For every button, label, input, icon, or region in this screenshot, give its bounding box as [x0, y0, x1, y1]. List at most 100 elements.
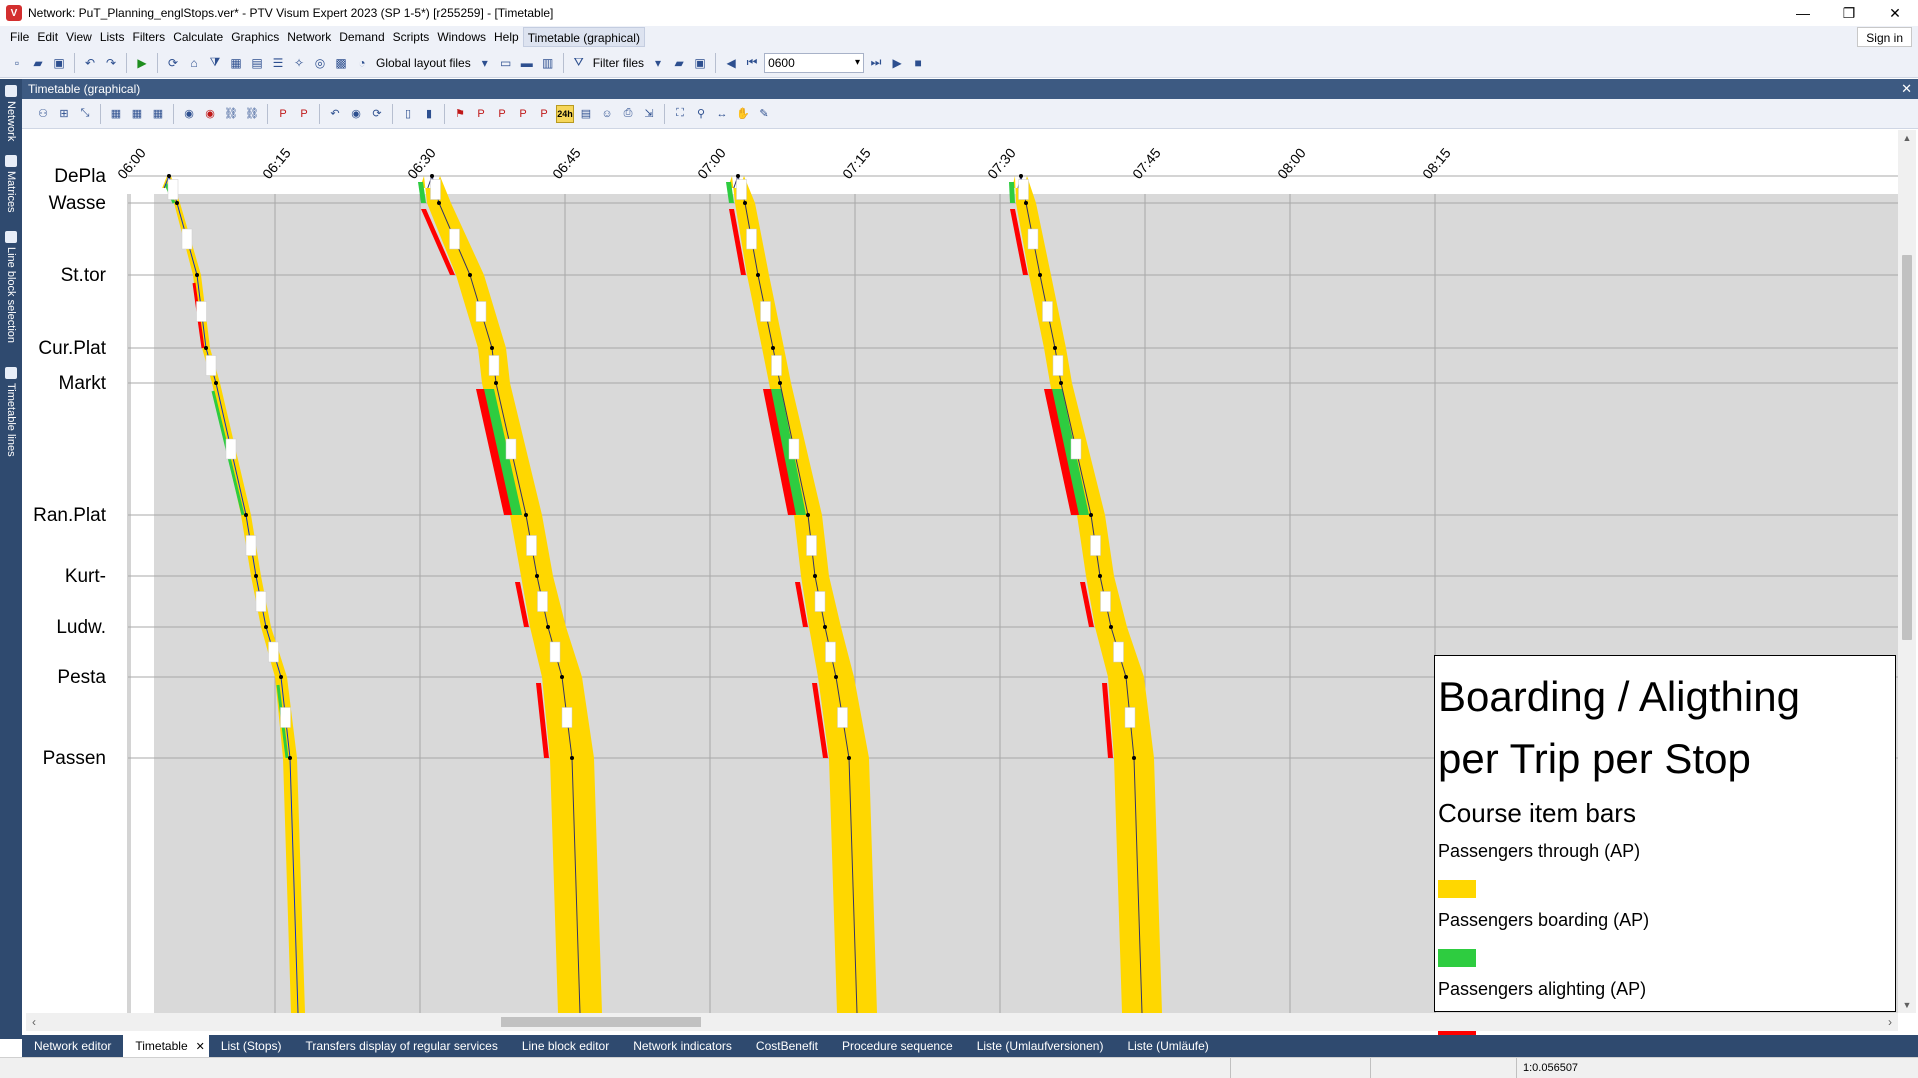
scroll-right-icon[interactable]: › — [1888, 1015, 1892, 1029]
vertical-scroll-thumb[interactable] — [1902, 255, 1912, 640]
menu-lists[interactable]: Lists — [99, 30, 125, 44]
pan-hand-icon[interactable]: ✋ — [736, 108, 750, 120]
menu-filters[interactable]: Filters — [132, 30, 166, 44]
tab-network-editor[interactable]: Network editor — [34, 1039, 112, 1053]
graphic-params-icon[interactable]: ▦ — [230, 55, 242, 70]
open-filter-icon[interactable]: ▰ — [674, 55, 684, 70]
menu-file[interactable]: File — [10, 30, 30, 44]
sign-in-button[interactable]: Sign in — [1857, 27, 1912, 47]
graph-icon[interactable]: ⤡ — [80, 107, 90, 119]
skip-back-icon[interactable]: ⏮ — [746, 55, 758, 69]
tab-network-indicators[interactable]: Network indicators — [633, 1039, 732, 1053]
home-icon[interactable]: ⌂ — [190, 55, 198, 70]
table-icon[interactable]: ▦ — [110, 108, 122, 120]
tab-liste-umlaufversionen[interactable]: Liste (Umlaufversionen) — [976, 1039, 1104, 1053]
trip[interactable] — [162, 174, 305, 1013]
close-button[interactable]: ✕ — [1889, 4, 1901, 21]
link-icon[interactable]: ⛓ — [224, 108, 238, 120]
filter-icon[interactable]: ⧩ — [209, 55, 221, 69]
skip-forward-icon[interactable]: ⏭ — [870, 55, 882, 69]
stop-icon[interactable]: ■ — [914, 55, 922, 70]
vehicle-4-icon[interactable]: P — [540, 107, 548, 120]
trip[interactable] — [726, 174, 877, 1013]
matrix-icon[interactable]: ▩ — [335, 55, 347, 70]
layout-3-icon[interactable]: ▥ — [542, 55, 554, 70]
binoculars-icon[interactable]: ⚇ — [38, 108, 48, 120]
add-icon[interactable]: ⊞ — [59, 108, 69, 120]
pages-icon[interactable]: ▮ — [425, 108, 433, 120]
marker-down-icon[interactable]: P — [300, 107, 308, 120]
filter-files-dropdown[interactable]: Filter files — [592, 55, 645, 70]
record-icon[interactable]: ◉ — [184, 108, 194, 120]
run-icon[interactable]: ▶ — [137, 55, 147, 70]
pencil-icon[interactable]: ✎ — [759, 108, 769, 120]
zoom-fit-icon[interactable]: ⛶ — [676, 107, 684, 119]
scroll-up-icon[interactable]: ▲ — [1902, 133, 1912, 143]
tab-transfers-display[interactable]: Transfers display of regular services — [305, 1039, 498, 1053]
print-icon[interactable]: ⎙ — [623, 107, 633, 119]
page-icon[interactable]: ▯ — [404, 108, 412, 120]
horizontal-scroll-thumb[interactable] — [501, 1017, 701, 1027]
tab-timetable[interactable]: Timetable ✕ — [123, 1035, 209, 1057]
menu-calculate[interactable]: Calculate — [173, 30, 224, 44]
layout-2-icon[interactable]: ▬ — [520, 55, 533, 70]
tools-icon[interactable]: ✧ — [293, 55, 305, 70]
refresh-icon[interactable]: ⟳ — [372, 108, 382, 120]
marker-up-icon[interactable]: P — [279, 107, 287, 120]
dock-tab-matrices[interactable]: Matrices — [2, 155, 20, 225]
time-combo[interactable]: 0600 — [764, 52, 865, 73]
dock-tab-timetable-lines[interactable]: Timetable lines — [2, 367, 20, 467]
menu-edit[interactable]: Edit — [37, 30, 59, 44]
table-3-icon[interactable]: ▦ — [152, 108, 164, 120]
24h-toggle[interactable]: 24h — [556, 104, 574, 123]
scroll-down-icon[interactable]: ▼ — [1902, 1000, 1912, 1010]
chart-icon[interactable]: ◔ — [358, 55, 366, 70]
tab-list-stops[interactable]: List (Stops) — [220, 1039, 282, 1053]
menu-windows[interactable]: Windows — [437, 30, 486, 44]
save-icon[interactable]: ▣ — [53, 55, 65, 70]
menu-scripts[interactable]: Scripts — [392, 30, 430, 44]
undo-view-icon[interactable]: ↶ — [330, 108, 340, 120]
tab-line-block-editor[interactable]: Line block editor — [521, 1039, 610, 1053]
tab-liste-umlaeufe[interactable]: Liste (Umläufe) — [1127, 1039, 1209, 1053]
export-icon[interactable]: ⇲ — [644, 108, 654, 120]
horizontal-scrollbar[interactable]: ‹ › — [26, 1013, 1898, 1031]
trip[interactable] — [1009, 174, 1162, 1013]
timetable-graph[interactable]: 06:00 06:15 06:30 06:45 07:00 07:15 07:30 07:45… — [26, 130, 1898, 1013]
dock-tab-network[interactable]: Network — [2, 85, 20, 149]
step-back-icon[interactable]: ◀ — [726, 55, 736, 70]
menu-help[interactable]: Help — [494, 30, 519, 44]
dock-tab-line-block-selection[interactable]: Line block selection — [2, 231, 20, 361]
people-icon[interactable]: ☺ — [601, 107, 613, 120]
layout-1-icon[interactable]: ▭ — [500, 55, 512, 70]
unlink-icon[interactable]: ⛓ — [245, 108, 259, 120]
minimize-button[interactable]: — — [1796, 5, 1810, 21]
menu-graphics[interactable]: Graphics — [231, 30, 280, 44]
vehicle-3-icon[interactable]: P — [519, 107, 527, 120]
flag-icon[interactable]: ⚑ — [455, 108, 465, 120]
trip[interactable] — [418, 174, 602, 1013]
save-filter-icon[interactable]: ▣ — [694, 55, 706, 70]
menu-view[interactable]: View — [66, 30, 92, 44]
chevron-down-icon[interactable]: ▾ — [481, 55, 488, 70]
stop-record-icon[interactable]: ◉ — [205, 108, 215, 120]
procedure-icon[interactable]: ⟳ — [167, 55, 179, 70]
tab-costbenefit[interactable]: CostBenefit — [755, 1039, 818, 1053]
chevron-down-icon[interactable]: ▾ — [655, 55, 662, 70]
play-icon[interactable]: ▶ — [892, 55, 902, 70]
tab-procedure-sequence[interactable]: Procedure sequence — [841, 1039, 953, 1053]
zoom-range-icon[interactable]: ↔ — [716, 107, 728, 120]
close-document-icon[interactable]: ✕ — [1901, 81, 1912, 96]
list-icon[interactable]: ☰ — [272, 55, 284, 70]
open-folder-icon[interactable]: ▰ — [33, 55, 43, 70]
new-file-icon[interactable]: ▫ — [14, 55, 20, 70]
maximize-button[interactable]: ❐ — [1842, 4, 1856, 21]
eye-icon[interactable]: ◉ — [351, 108, 361, 120]
menu-demand[interactable]: Demand — [339, 30, 385, 44]
redo-icon[interactable]: ↷ — [105, 55, 117, 70]
network-params-icon[interactable]: ▤ — [251, 55, 263, 70]
close-tab-icon[interactable]: ✕ — [195, 1041, 205, 1053]
vehicle-2-icon[interactable]: P — [498, 107, 506, 120]
menu-network[interactable]: Network — [287, 30, 332, 44]
menu-timetable-graphical[interactable]: Timetable (graphical) — [522, 27, 645, 47]
